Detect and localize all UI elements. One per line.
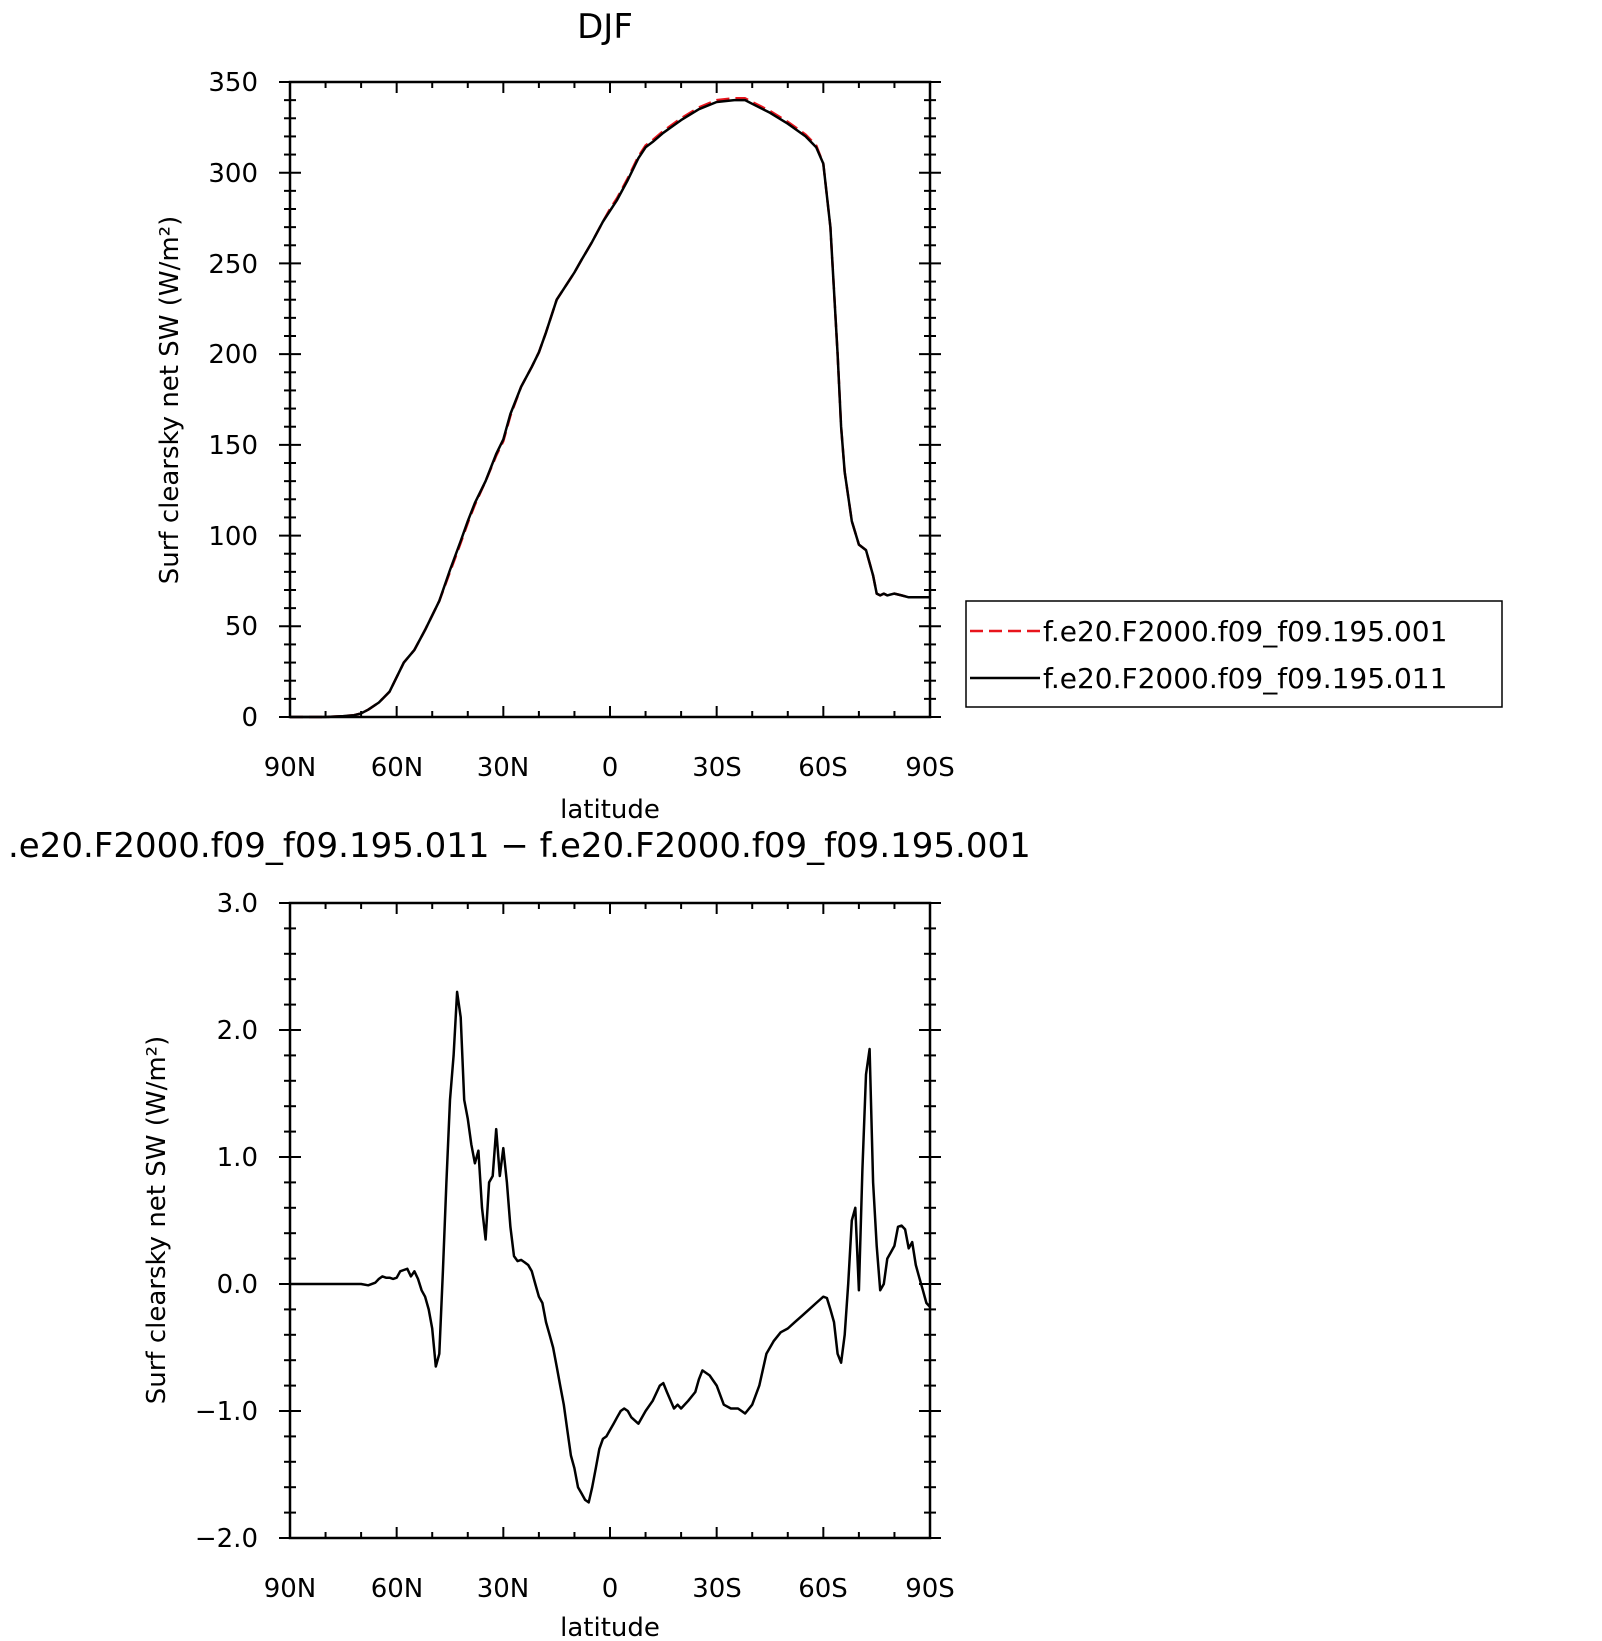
bottom-x-tick-label: 30N xyxy=(477,1574,530,1604)
top-y-tick-label: 150 xyxy=(208,431,258,461)
legend-label-case1: f.e20.F2000.f09_f09.195.001 xyxy=(1043,615,1447,648)
top-x-tick-label: 90S xyxy=(905,753,955,783)
top-y-tick-label: 300 xyxy=(208,159,258,189)
bottom-plot-frame xyxy=(288,901,932,1540)
bottom-y-tick-label: −2.0 xyxy=(195,1524,258,1554)
top-x-tick-label: 30N xyxy=(477,753,530,783)
top-x-tick-label: 60N xyxy=(371,753,424,783)
legend-label-case2: f.e20.F2000.f09_f09.195.011 xyxy=(1043,662,1447,695)
legend: f.e20.F2000.f09_f09.195.001 f.e20.F2000.… xyxy=(965,600,1503,708)
bottom-y-tick-label: −1.0 xyxy=(195,1397,258,1427)
top-y-axis-label: Surf clearsky net SW (W/m²) xyxy=(155,216,185,584)
bottom-x-tick-label: 0 xyxy=(602,1574,619,1604)
bottom-x-tick-label: 60N xyxy=(371,1574,424,1604)
top-y-tick-label: 250 xyxy=(208,250,258,280)
top-series-lines xyxy=(290,97,930,719)
top-y-tick-label: 0 xyxy=(241,703,258,733)
legend-box xyxy=(965,600,1503,708)
bottom-series-line-1 xyxy=(290,990,931,1504)
top-panel: DJF 0 50 100 150 200 250 300 350 90N 60N… xyxy=(155,7,1503,825)
top-x-axis-label: latitude xyxy=(560,795,660,825)
bottom-series-lines xyxy=(290,990,931,1504)
top-x-tick-label: 60S xyxy=(798,753,848,783)
top-y-tick-label: 350 xyxy=(208,68,258,98)
top-panel-title: DJF xyxy=(577,7,633,47)
top-y-tick-label: 50 xyxy=(225,612,258,642)
top-x-tick-label: 90N xyxy=(264,753,317,783)
bottom-x-tick-label: 90N xyxy=(264,1574,317,1604)
top-series-line-2 xyxy=(290,98,930,719)
bottom-panel-title: .e20.F2000.f09_f09.195.011 − f.e20.F2000… xyxy=(8,826,1031,866)
top-y-tick-label: 200 xyxy=(208,340,258,370)
bottom-x-tick-label: 90S xyxy=(905,1574,955,1604)
bottom-y-tick-label: 3.0 xyxy=(217,889,258,919)
bottom-y-tick-label: 0.0 xyxy=(217,1270,258,1300)
top-x-tick-label: 0 xyxy=(602,753,619,783)
bottom-x-tick-label: 30S xyxy=(692,1574,742,1604)
bottom-x-axis-label: latitude xyxy=(560,1613,660,1641)
bottom-panel: .e20.F2000.f09_f09.195.011 − f.e20.F2000… xyxy=(8,826,1031,1641)
top-y-tick-label: 100 xyxy=(208,522,258,552)
top-x-tick-label: 30S xyxy=(692,753,742,783)
bottom-x-tick-label: 60S xyxy=(798,1574,848,1604)
bottom-y-tick-label: 1.0 xyxy=(217,1143,258,1173)
bottom-y-axis-label: Surf clearsky net SW (W/m²) xyxy=(142,1036,172,1404)
bottom-y-tick-label: 2.0 xyxy=(217,1016,258,1046)
top-plot-frame xyxy=(288,80,932,719)
